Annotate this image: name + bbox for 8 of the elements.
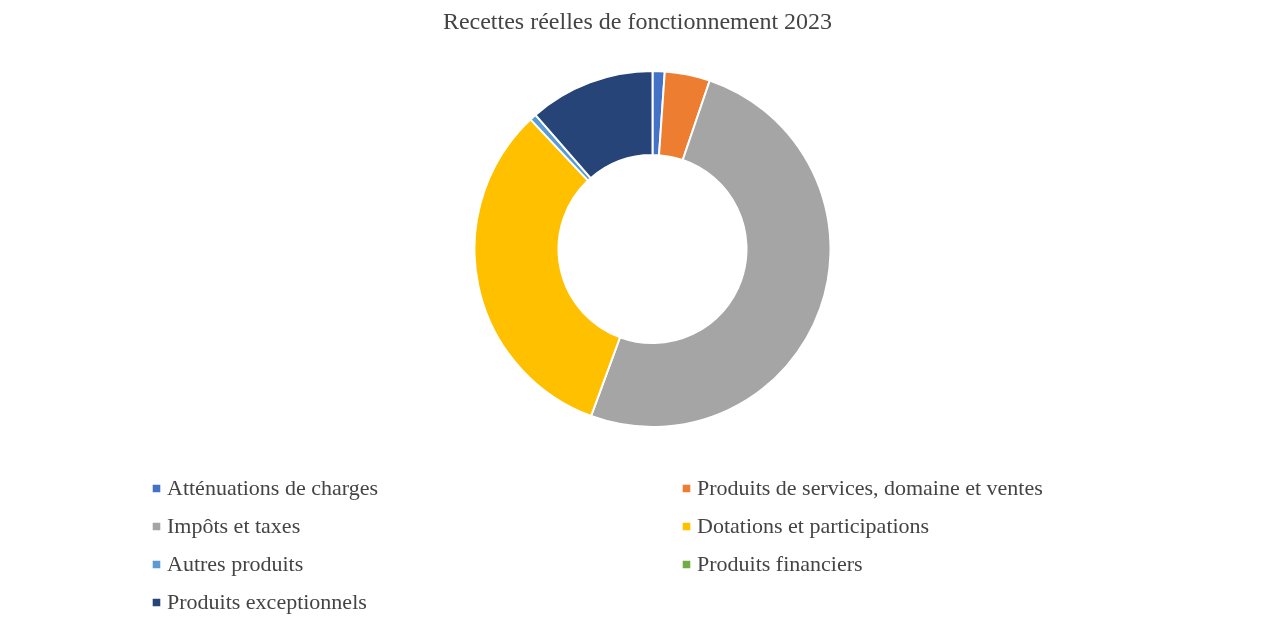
legend-label: Impôts et taxes — [167, 513, 301, 539]
legend-label: Atténuations de charges — [167, 475, 378, 501]
legend-label: Autres produits — [167, 551, 304, 577]
legend-label: Dotations et participations — [697, 513, 930, 539]
legend-label: Produits exceptionnels — [167, 589, 367, 615]
legend-label: Produits financiers — [697, 551, 863, 577]
chart-title: Recettes réelles de fonctionnement 2023 — [442, 7, 833, 34]
legend-label: Produits de services, domaine et ventes — [697, 475, 1043, 501]
